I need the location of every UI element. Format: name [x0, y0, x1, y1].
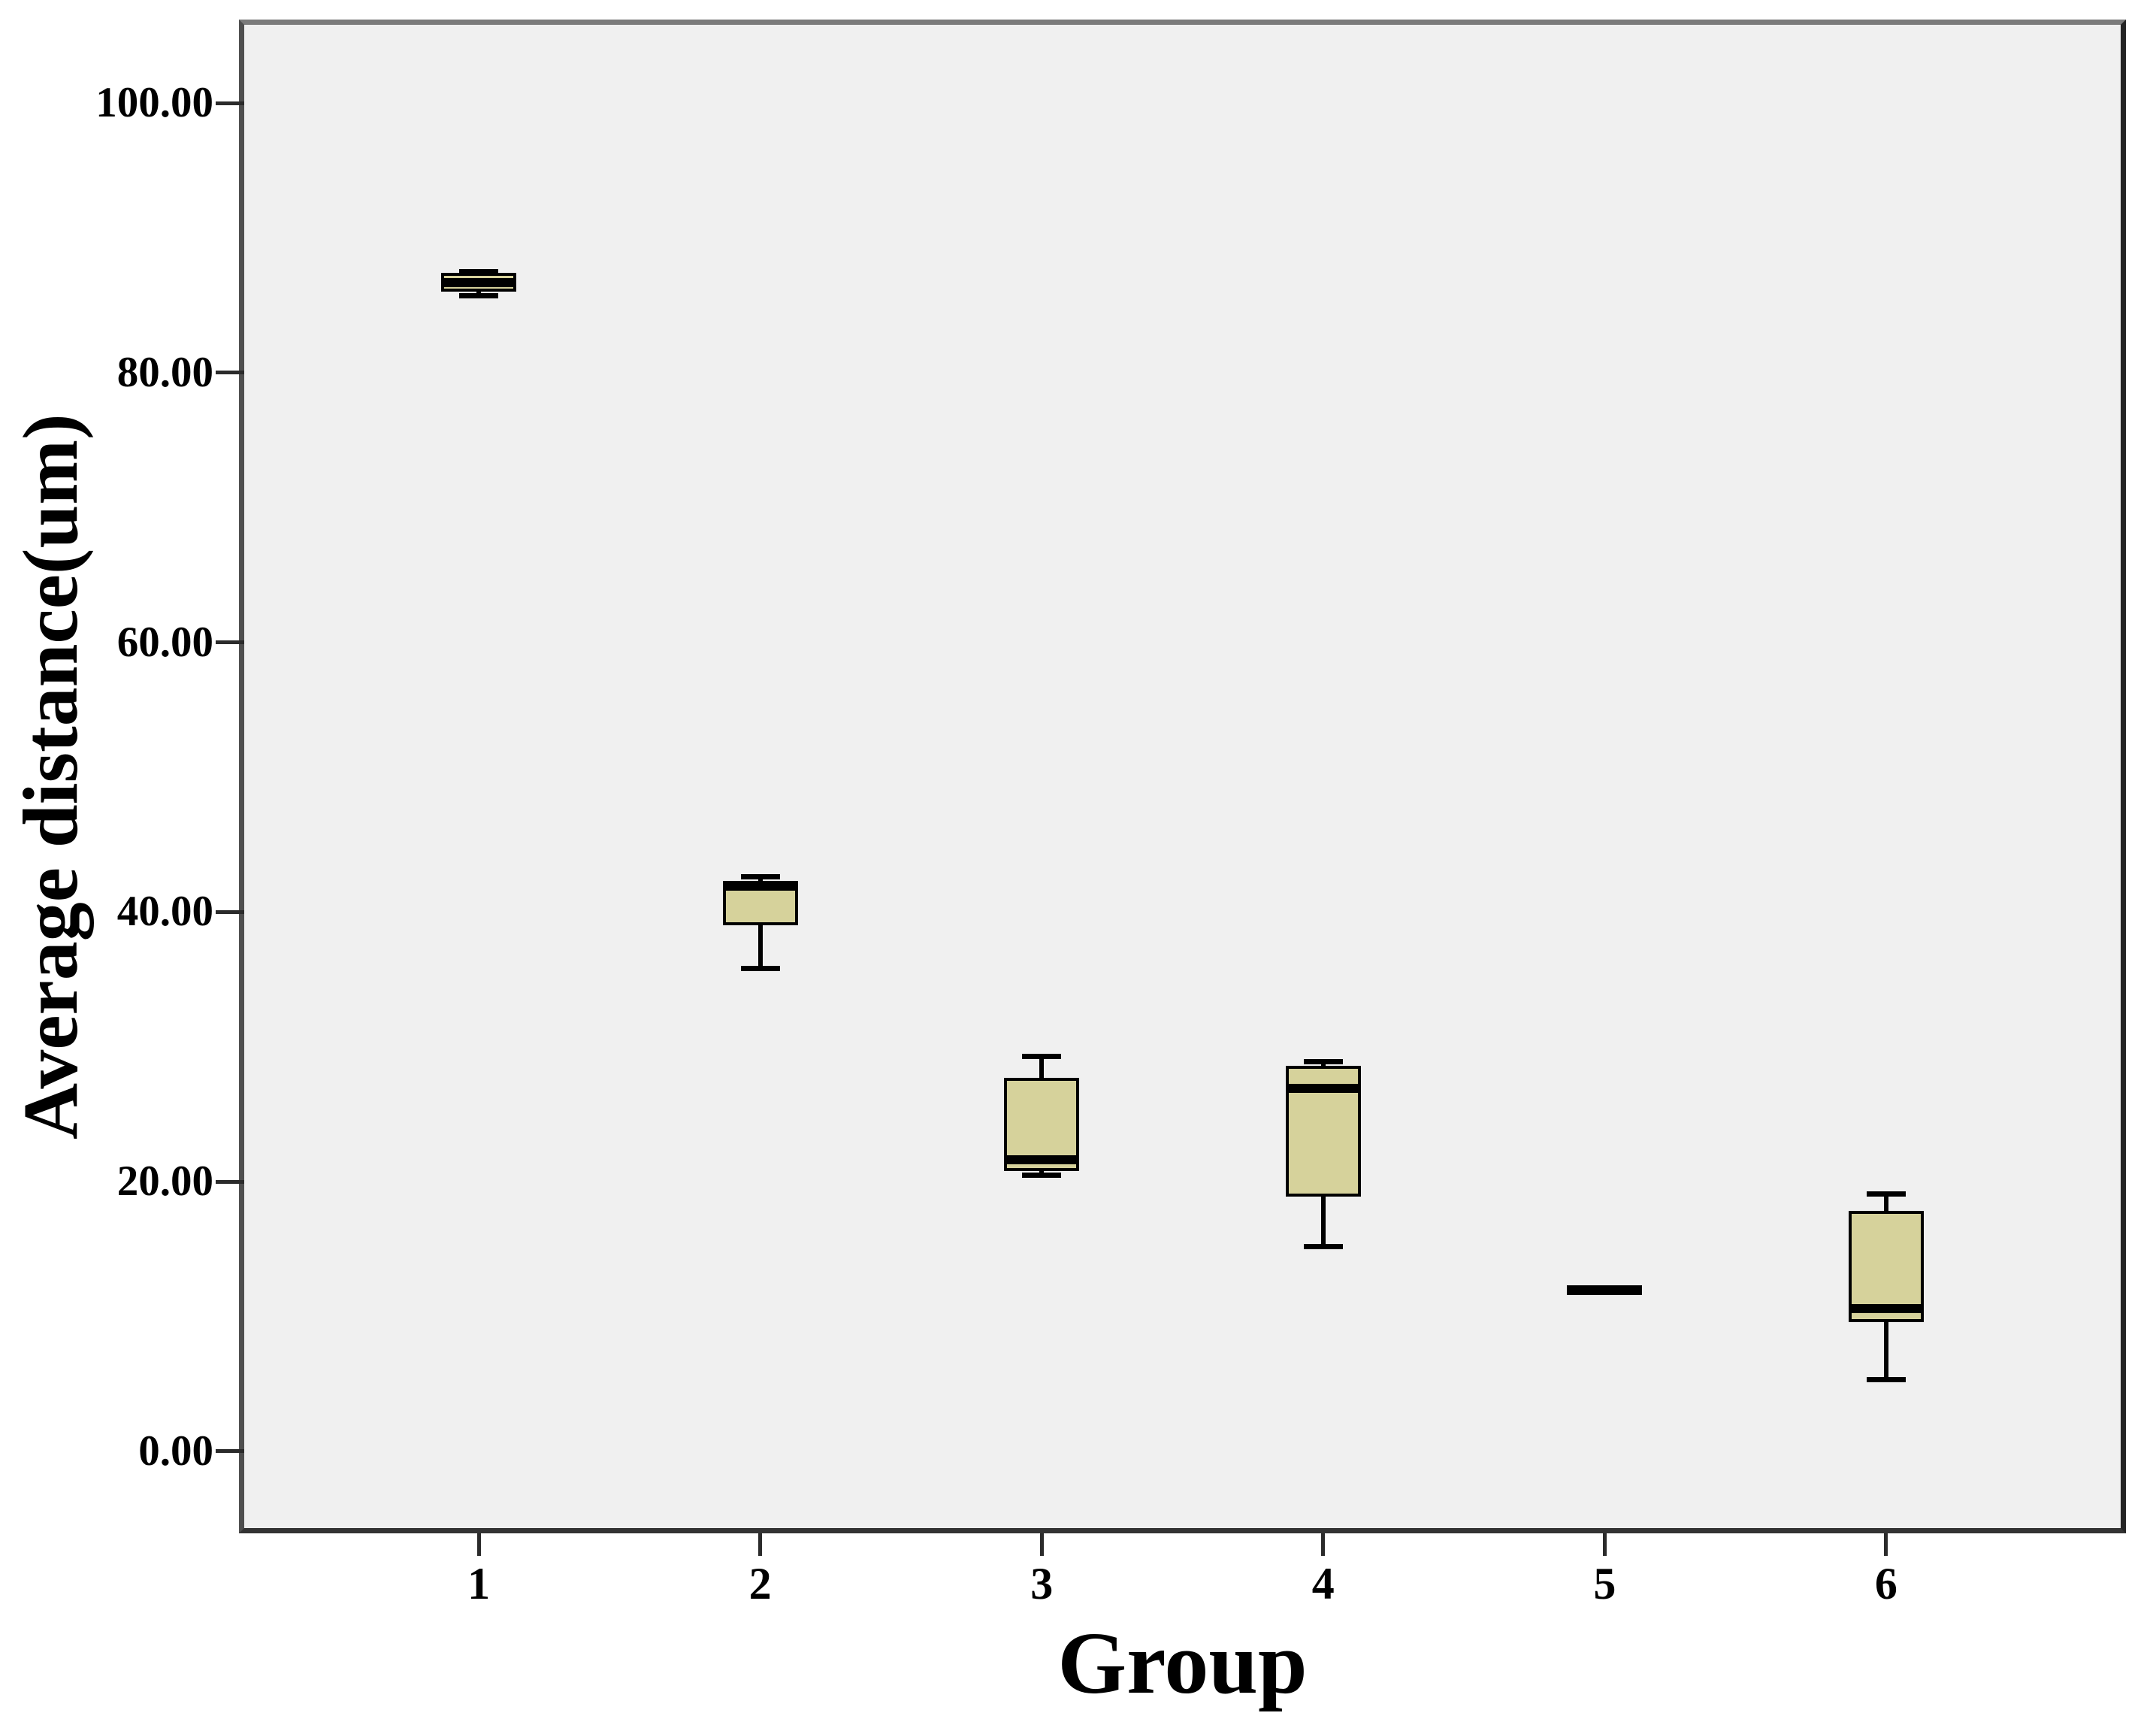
x-tick-label: 1	[467, 1559, 491, 1608]
y-axis-title: Average distance(um)	[8, 413, 94, 1139]
y-tick-mark	[216, 1449, 244, 1454]
y-tick-mark	[216, 371, 244, 375]
lower-whisker	[1320, 1196, 1326, 1247]
y-tick-mark	[216, 1179, 244, 1184]
x-tick-label: 6	[1874, 1559, 1897, 1608]
x-tick-mark	[1321, 1533, 1326, 1556]
upper-whisker-cap	[740, 874, 780, 880]
y-tick-mark	[216, 101, 244, 105]
y-tick-label: 60.00	[116, 618, 213, 666]
box-group-6	[1848, 1211, 1924, 1322]
median-group-2	[722, 882, 798, 891]
y-tick-label: 80.00	[116, 348, 213, 396]
x-tick-label: 3	[1030, 1559, 1054, 1608]
x-axis-title: Group	[1057, 1614, 1308, 1712]
x-tick-label: 2	[748, 1559, 772, 1608]
lower-whisker-cap	[1022, 1172, 1062, 1178]
x-tick-mark	[1602, 1533, 1607, 1556]
lower-whisker-cap	[1303, 1243, 1343, 1249]
median-group-1	[441, 277, 517, 287]
y-tick-label: 0.00	[138, 1427, 213, 1475]
x-tick-mark	[758, 1533, 763, 1556]
upper-whisker	[1883, 1194, 1888, 1212]
median-group-4	[1285, 1084, 1361, 1094]
upper-whisker	[1039, 1056, 1045, 1078]
y-tick-label: 40.00	[116, 888, 213, 936]
lower-whisker	[757, 925, 763, 969]
lower-whisker-cap	[1866, 1377, 1906, 1383]
lower-whisker	[1883, 1321, 1888, 1380]
x-tick-label: 5	[1593, 1559, 1616, 1608]
plot-area-frame	[239, 20, 2126, 1533]
box-group-3	[1004, 1077, 1080, 1171]
y-tick-mark	[216, 909, 244, 914]
upper-whisker-cap	[1866, 1191, 1906, 1197]
upper-whisker-cap	[459, 268, 499, 274]
median-group-5	[1567, 1285, 1643, 1294]
x-tick-label: 4	[1311, 1559, 1335, 1608]
y-tick-label: 100.00	[95, 79, 213, 127]
lower-whisker-cap	[459, 293, 499, 299]
upper-whisker-cap	[1022, 1053, 1062, 1059]
plot-area	[244, 25, 2121, 1528]
x-tick-mark	[1884, 1533, 1888, 1556]
median-group-6	[1848, 1303, 1924, 1313]
x-tick-mark	[476, 1533, 481, 1556]
upper-whisker-cap	[1303, 1058, 1343, 1064]
y-tick-mark	[216, 640, 244, 645]
x-tick-mark	[1039, 1533, 1044, 1556]
y-tick-label: 20.00	[116, 1158, 213, 1205]
lower-whisker-cap	[740, 966, 780, 972]
median-group-3	[1004, 1155, 1080, 1165]
